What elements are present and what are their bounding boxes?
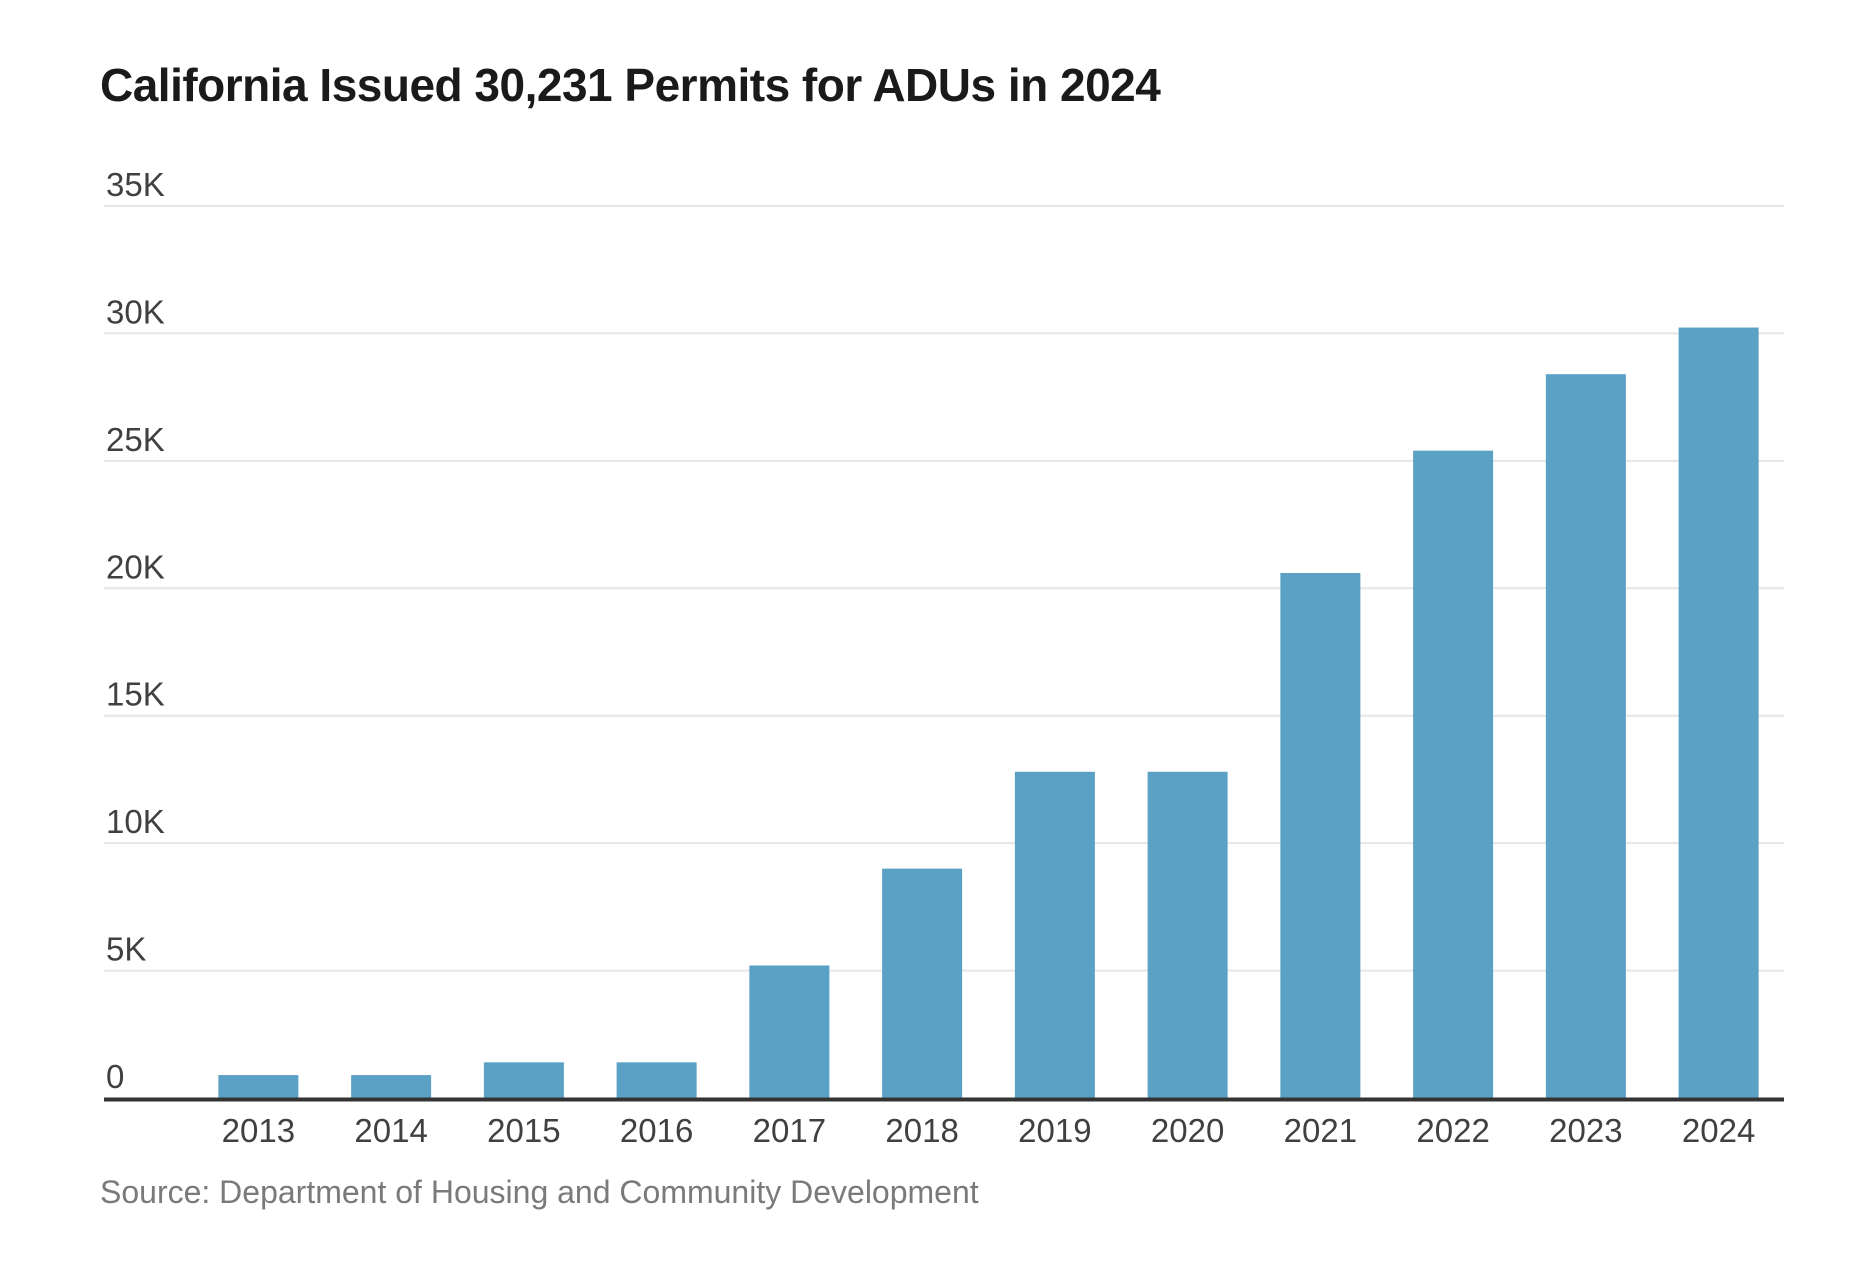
- y-tick-label: 10K: [106, 803, 165, 840]
- bar-2016: [616, 1062, 697, 1098]
- y-tick-label: 5K: [106, 931, 146, 968]
- x-tick-label-2021: 2021: [1284, 1112, 1357, 1149]
- y-tick-label: 25K: [106, 421, 165, 458]
- bar-2014: [351, 1075, 432, 1098]
- bar-2021: [1280, 572, 1361, 1098]
- x-tick-label-2020: 2020: [1151, 1112, 1224, 1149]
- x-axis-tick-labels: 2013 2014 2015 2016 2017 2018 2019 2020 2021 2022…: [222, 1112, 1756, 1149]
- bar-2024: [1678, 327, 1759, 1098]
- bar-2020: [1147, 771, 1228, 1098]
- x-tick-label-2023: 2023: [1549, 1112, 1622, 1149]
- x-tick-label-2013: 2013: [222, 1112, 295, 1149]
- x-tick-label-2022: 2022: [1416, 1112, 1489, 1149]
- gridlines: [104, 205, 1784, 972]
- y-tick-label: 15K: [106, 676, 165, 713]
- y-tick-label: 20K: [106, 548, 165, 585]
- bar-2015: [483, 1062, 564, 1098]
- x-tick-label-2017: 2017: [753, 1112, 826, 1149]
- x-tick-label-2015: 2015: [487, 1112, 560, 1149]
- source-note: Source: Department of Housing and Commun…: [100, 1174, 979, 1210]
- bar-2019: [1014, 771, 1095, 1098]
- bar-2023: [1545, 374, 1626, 1099]
- x-tick-label-2024: 2024: [1682, 1112, 1755, 1149]
- y-tick-label: 35K: [106, 166, 165, 203]
- x-tick-label-2016: 2016: [620, 1112, 693, 1149]
- bar-2022: [1413, 450, 1494, 1099]
- x-tick-label-2014: 2014: [354, 1112, 427, 1149]
- bar-2017: [749, 965, 830, 1098]
- bar-2018: [882, 868, 963, 1098]
- chart-title: California Issued 30,231 Permits for ADU…: [100, 59, 1161, 111]
- x-tick-label-2018: 2018: [885, 1112, 958, 1149]
- y-tick-label: 30K: [106, 293, 165, 330]
- bar-2013: [218, 1075, 299, 1098]
- x-tick-label-2019: 2019: [1018, 1112, 1091, 1149]
- y-tick-label: 0: [106, 1058, 124, 1095]
- y-axis-tick-labels: 0 5K 10K 15K 20K 25K 30K 35K: [106, 166, 165, 1095]
- bars: [218, 327, 1759, 1099]
